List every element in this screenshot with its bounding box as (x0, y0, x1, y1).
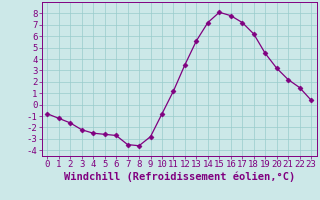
X-axis label: Windchill (Refroidissement éolien,°C): Windchill (Refroidissement éolien,°C) (64, 172, 295, 182)
